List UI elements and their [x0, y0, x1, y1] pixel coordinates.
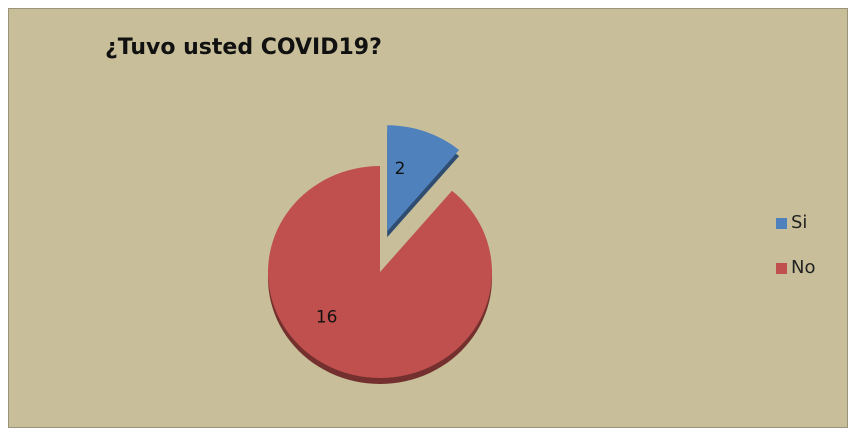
- slice-label-si: 2: [395, 159, 406, 179]
- slice-labels: 2 16: [316, 159, 406, 327]
- legend-label-no: No: [791, 257, 816, 278]
- pie-slice-si: [387, 125, 460, 232]
- legend-swatch-si: [776, 218, 787, 229]
- legend-label-si: Si: [791, 212, 808, 233]
- legend-swatch-no: [776, 263, 787, 274]
- slice-label-no: 16: [316, 307, 338, 327]
- chart-title: ¿Tuvo usted COVID19?: [105, 35, 382, 60]
- pie-slice-no: [268, 166, 492, 379]
- pie-slices: [268, 125, 492, 384]
